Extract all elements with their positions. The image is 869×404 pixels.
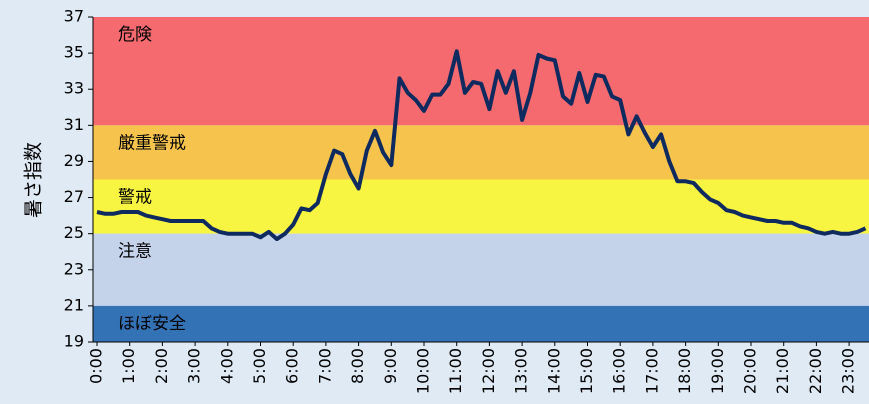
x-tick-label: 21:00 <box>773 348 792 394</box>
x-tick-label: 19:00 <box>708 348 727 394</box>
x-tick-label: 9:00 <box>381 348 400 384</box>
y-tick-label: 23 <box>64 259 84 278</box>
x-tick-label: 16:00 <box>610 348 629 394</box>
x-tick-label: 4:00 <box>217 348 236 384</box>
band-label: 注意 <box>118 242 152 262</box>
x-tick-label: 11:00 <box>446 348 465 394</box>
y-tick-label: 19 <box>64 332 84 351</box>
band-label: 危険 <box>118 25 152 45</box>
x-tick-label: 13:00 <box>512 348 531 394</box>
band-label: ほぼ安全 <box>118 314 186 334</box>
y-tick-label: 29 <box>64 151 84 170</box>
band-label: 警戒 <box>118 188 152 208</box>
x-tick-label: 0:00 <box>87 348 106 384</box>
risk-band <box>93 233 869 306</box>
risk-band <box>93 17 869 126</box>
x-tick-label: 14:00 <box>544 348 563 394</box>
y-tick-label: 35 <box>64 43 84 62</box>
x-tick-label: 18:00 <box>675 348 694 394</box>
y-axis-label: 暑さ指数 <box>23 142 45 218</box>
y-tick-label: 37 <box>64 7 84 26</box>
x-tick-label: 1:00 <box>119 348 138 384</box>
x-tick-label: 2:00 <box>152 348 171 384</box>
y-tick-label: 31 <box>64 115 84 134</box>
x-tick-label: 6:00 <box>283 348 302 384</box>
x-tick-label: 17:00 <box>642 348 661 394</box>
data-line <box>96 49 867 242</box>
y-tick-label: 27 <box>64 187 84 206</box>
y-tick-label: 25 <box>64 223 84 242</box>
x-tick-label: 12:00 <box>479 348 498 394</box>
y-tick-label: 21 <box>64 295 84 314</box>
x-tick-label: 8:00 <box>348 348 367 384</box>
risk-band <box>93 305 869 342</box>
x-tick-label: 22:00 <box>806 348 825 394</box>
risk-band <box>93 125 869 180</box>
x-tick-label: 23:00 <box>839 348 858 394</box>
x-tick-label: 10:00 <box>414 348 433 394</box>
x-tick-label: 20:00 <box>741 348 760 394</box>
y-tick-label: 33 <box>64 79 84 98</box>
x-tick-label: 5:00 <box>250 348 269 384</box>
x-tick-label: 15:00 <box>577 348 596 394</box>
x-tick-label: 7:00 <box>315 348 334 384</box>
band-label: 厳重警戒 <box>118 133 186 153</box>
risk-band <box>93 179 869 234</box>
x-tick-label: 3:00 <box>185 348 204 384</box>
